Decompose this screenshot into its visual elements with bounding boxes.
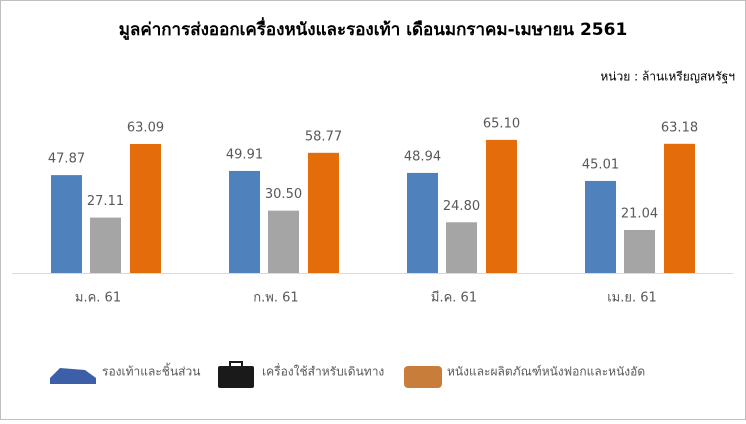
legend-icon-leather (404, 366, 442, 388)
legend-label: เครื่องใช้สำหรับเดินทาง (262, 363, 384, 379)
x-tick-label: ก.พ. 61 (253, 291, 298, 306)
bar (51, 175, 82, 273)
value-label: 63.09 (127, 120, 164, 135)
legend-label: หนังและผลิตภัณฑ์หนังฟอกและหนังอัด (447, 365, 645, 379)
bar (486, 139, 517, 273)
value-label: 24.80 (443, 199, 480, 214)
value-label: 47.87 (48, 152, 85, 167)
bag-icon (218, 366, 254, 388)
bar (268, 210, 299, 273)
bar (585, 180, 616, 273)
bag-handle (229, 361, 243, 368)
value-label: 49.91 (226, 147, 263, 162)
value-label: 48.94 (404, 149, 441, 164)
unit-label: หน่วย : ล้านเหรียญสหรัฐฯ (600, 70, 735, 84)
x-tick-label: เม.ย. 61 (607, 291, 657, 306)
bar (624, 229, 655, 273)
value-label: 30.50 (265, 187, 302, 202)
legend-label: รองเท้าและชิ้นส่วน (102, 363, 200, 379)
value-label: 65.10 (483, 116, 520, 131)
value-label: 27.11 (87, 194, 124, 209)
bar (407, 172, 438, 273)
legend-icon-shoe (50, 368, 96, 384)
leather-icon (404, 366, 442, 388)
bar (308, 152, 339, 273)
bar (90, 217, 121, 273)
chart-title: มูลค่าการส่งออกเครื่องหนังและรองเท้า เดื… (119, 17, 628, 41)
legend-icon-bag (218, 361, 254, 388)
bar (664, 143, 695, 273)
value-label: 63.18 (661, 120, 698, 135)
value-label: 45.01 (582, 157, 619, 172)
bar (446, 222, 477, 273)
bar (229, 170, 260, 273)
x-tick-label: มี.ค. 61 (431, 290, 477, 306)
x-tick-label: ม.ค. 61 (75, 291, 121, 306)
bar (130, 143, 161, 273)
value-label: 21.04 (621, 206, 658, 221)
shoe-icon (50, 368, 96, 384)
value-label: 58.77 (305, 129, 342, 144)
